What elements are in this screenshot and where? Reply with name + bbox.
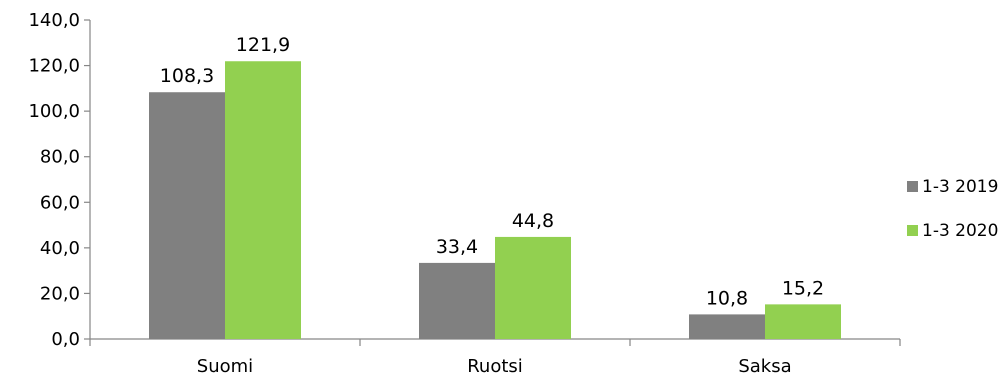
data-label: 108,3 xyxy=(160,65,214,87)
legend-swatch xyxy=(907,225,918,236)
chart-bars xyxy=(149,61,841,340)
bar xyxy=(689,314,765,339)
y-tick-label: 120,0 xyxy=(28,56,80,77)
y-tick-label: 100,0 xyxy=(28,101,80,122)
chart-data-labels: 108,3 121,9 33,4 44,8 10,8 15,2 xyxy=(160,34,824,309)
x-category-label: Ruotsi xyxy=(467,356,523,377)
y-tick-label: 40,0 xyxy=(40,238,80,259)
chart-axes: 0,0 20,0 40,0 60,0 80,0 100,0 120,0 140,0 Suomi R… xyxy=(28,10,901,377)
x-category-label: Saksa xyxy=(738,356,791,377)
bar xyxy=(225,61,301,340)
legend-label: 1-3 2019 xyxy=(922,177,998,197)
bar xyxy=(419,262,495,339)
bar xyxy=(149,92,225,339)
y-tick-label: 140,0 xyxy=(28,10,80,31)
bar xyxy=(765,304,841,339)
y-tick-label: 60,0 xyxy=(40,192,80,213)
chart-legend: 1-3 2019 1-3 2020 xyxy=(907,177,998,241)
legend-label: 1-3 2020 xyxy=(922,221,998,241)
bar xyxy=(495,236,571,339)
data-label: 44,8 xyxy=(512,210,554,232)
y-tick-label: 20,0 xyxy=(40,283,80,304)
data-label: 10,8 xyxy=(706,287,748,309)
legend-swatch xyxy=(907,181,918,192)
x-category-label: Suomi xyxy=(197,356,253,377)
data-label: 33,4 xyxy=(436,236,478,258)
data-label: 121,9 xyxy=(236,34,290,56)
y-tick-label: 80,0 xyxy=(40,147,80,168)
y-tick-label: 0,0 xyxy=(51,329,80,350)
data-label: 15,2 xyxy=(782,277,824,299)
